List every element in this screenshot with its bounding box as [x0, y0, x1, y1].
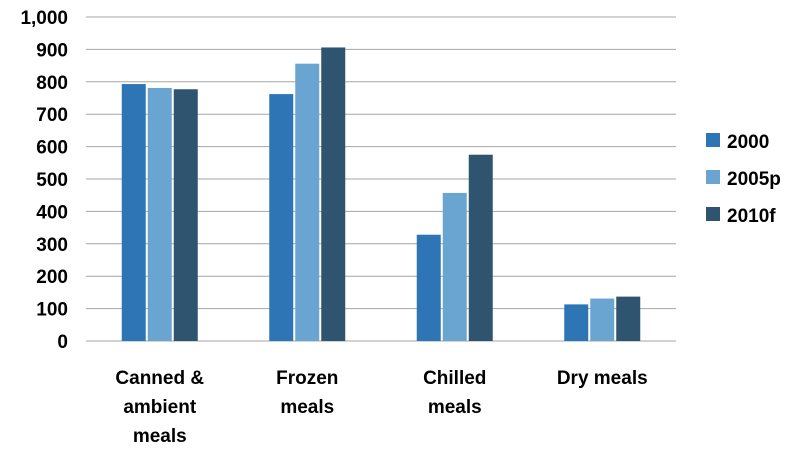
bar-2005p-2 [442, 192, 467, 341]
x-tick-label: Dry meals [557, 368, 648, 389]
bar-2010f-2 [468, 154, 493, 341]
legend-swatch [706, 207, 720, 221]
legend-label: 2000 [727, 132, 769, 153]
x-tick-label-line: meals [428, 397, 482, 418]
y-tick-label: 800 [36, 73, 68, 94]
y-tick-label: 900 [36, 40, 68, 61]
y-tick-label: 300 [36, 235, 68, 256]
y-tick-label: 600 [36, 138, 68, 159]
y-tick-label: 0 [57, 332, 68, 353]
legend: 2000 2005p 2010f [706, 132, 781, 227]
bar-2010f-0 [173, 89, 198, 341]
x-tick-label-line: meals [133, 426, 187, 447]
legend-swatch [706, 170, 720, 184]
y-tick-label: 700 [36, 105, 68, 126]
x-tick-label: Chilled meals [423, 368, 486, 418]
legend-label: 2005p [727, 169, 781, 190]
x-tick-label-line: Frozen [276, 368, 338, 389]
y-tick-label: 400 [36, 202, 68, 223]
bar-2000-0 [121, 84, 146, 342]
bars [121, 47, 641, 342]
x-tick-label: Frozen meals [276, 368, 338, 418]
x-tick-label-line: Dry meals [557, 368, 648, 389]
x-axis-ticks: Canned & ambient meals Frozen meals Chilled me… [115, 368, 647, 447]
bar-2010f-1 [321, 47, 346, 342]
y-axis-ticks: 0 100 200 300 400 500 600 700 800 900 1,000 [20, 8, 68, 353]
bar-2010f-3 [616, 296, 641, 341]
bar-2005p-1 [295, 63, 320, 341]
bar-2000-1 [269, 94, 294, 341]
bar-2000-2 [416, 234, 441, 341]
y-tick-label: 1,000 [20, 8, 68, 29]
y-tick-label: 100 [36, 300, 68, 321]
x-tick-label-line: meals [280, 397, 334, 418]
x-tick-label: Canned & ambient meals [115, 368, 204, 447]
bar-2000-3 [564, 304, 589, 341]
bar-2005p-0 [147, 87, 172, 342]
y-tick-label: 500 [36, 170, 68, 191]
x-tick-label-line: Chilled [423, 368, 486, 389]
legend-label: 2010f [727, 206, 776, 227]
y-tick-label: 200 [36, 267, 68, 288]
legend-swatch [706, 133, 720, 147]
bar-2005p-3 [590, 298, 615, 341]
x-tick-label-line: Canned & [115, 368, 204, 389]
x-tick-label-line: ambient [123, 397, 197, 418]
